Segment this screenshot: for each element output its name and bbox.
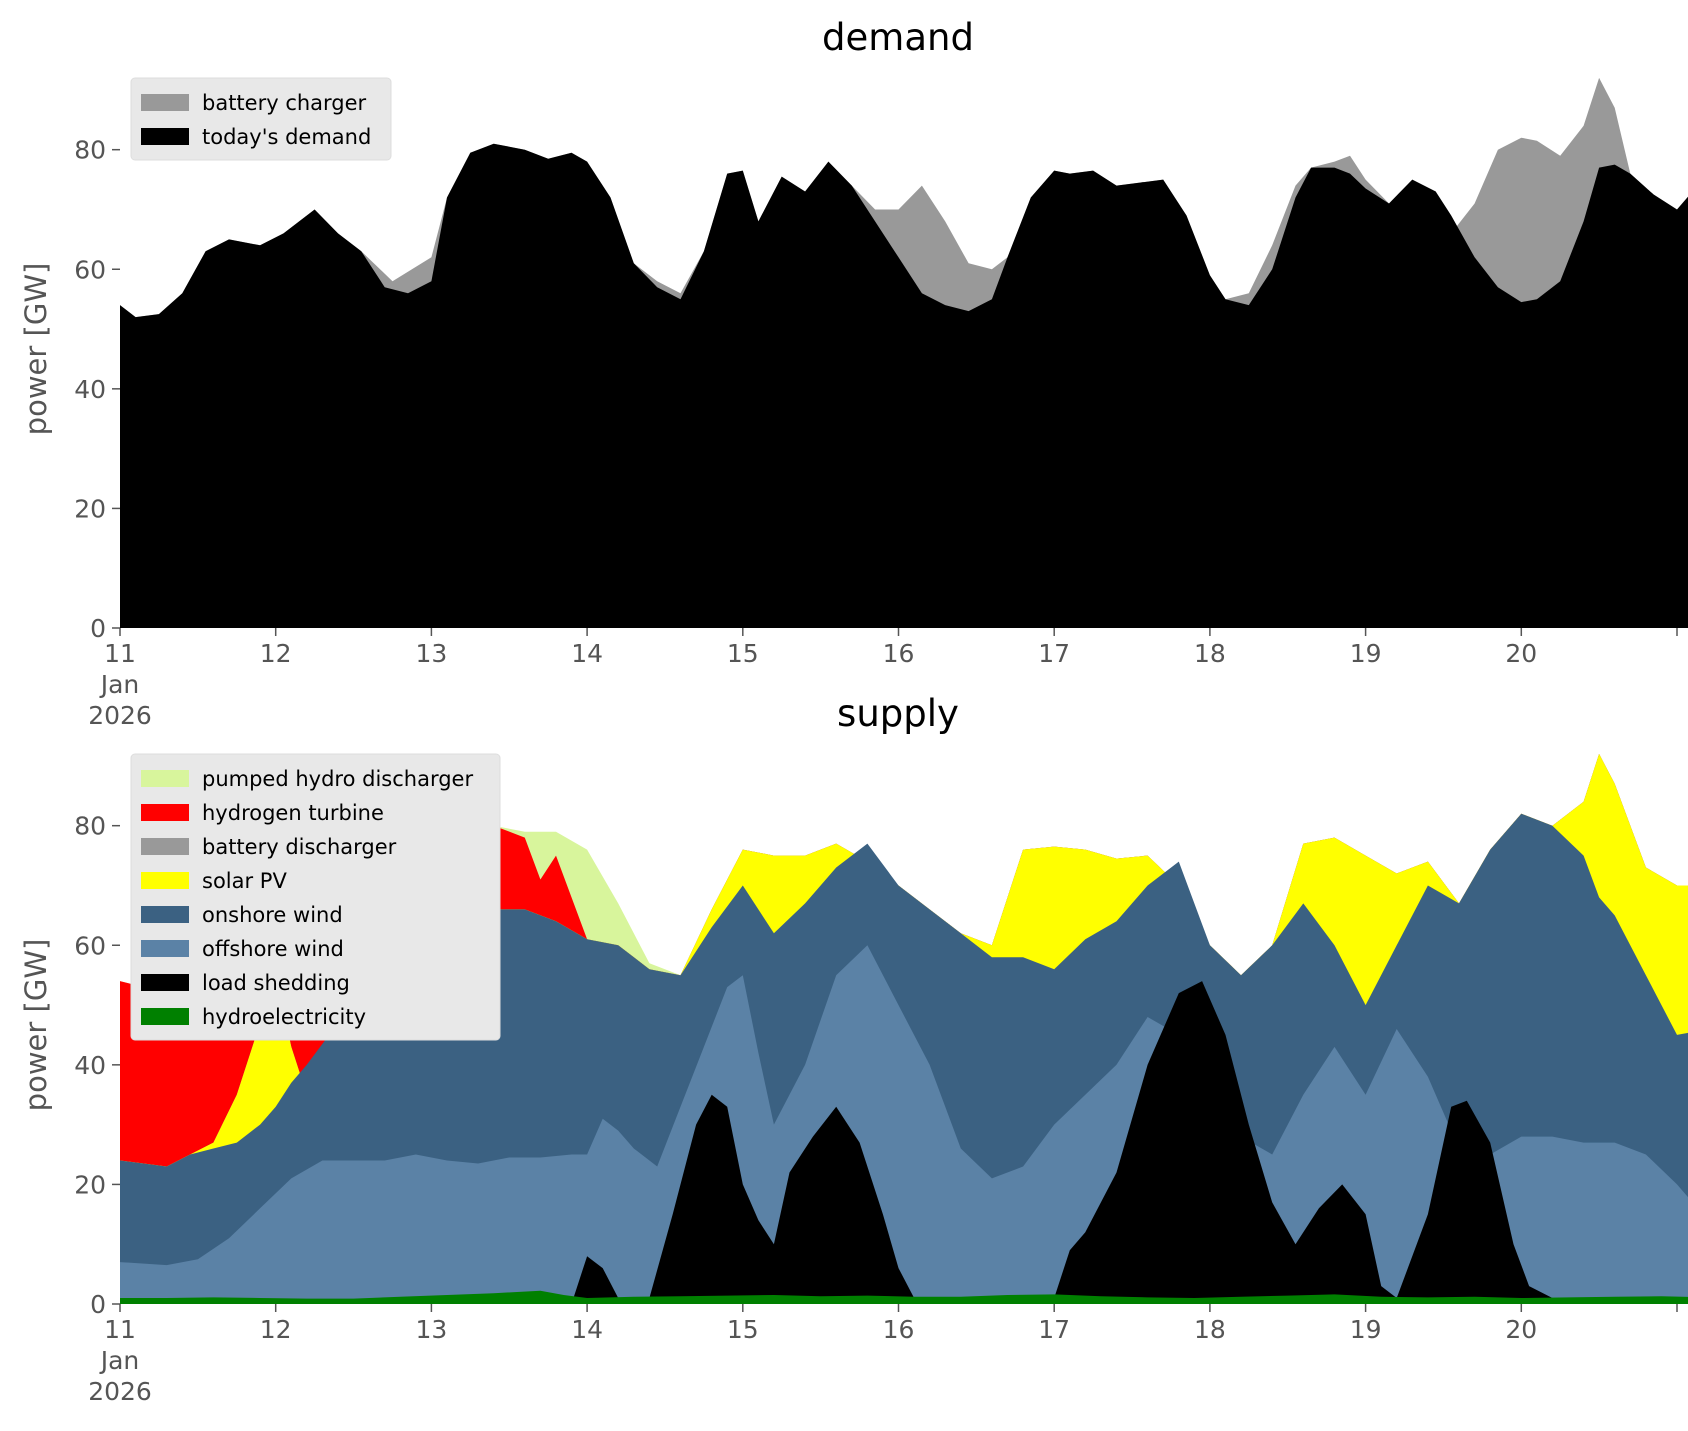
supply-ylabel: power [GW]: [19, 939, 53, 1112]
legend-label-load-shedding: load shedding: [202, 971, 350, 995]
legend-box: [130, 753, 501, 1041]
y-tick-label: 20: [74, 1170, 106, 1199]
x-tick-label: 14: [571, 639, 603, 668]
y-tick-label: 60: [74, 255, 106, 284]
supply-title: supply: [837, 692, 959, 735]
supply-legend: pumped hydro discharger hydrogen turbine b…: [130, 753, 501, 1041]
legend-swatch-load-shedding: [141, 974, 189, 991]
area-today-s-demand: [120, 143, 1688, 628]
legend-swatch-pumped-hydro-discharger: [141, 770, 189, 787]
x-tick-label: 11: [104, 1315, 136, 1344]
demand-legend: battery charger today's demand: [130, 77, 392, 161]
x-tick-label: 18: [1194, 1315, 1226, 1344]
y-tick-label: 40: [74, 1051, 106, 1080]
y-tick-label: 80: [74, 136, 106, 165]
x-tick-label: 2026: [88, 1377, 152, 1406]
x-tick-label: 17: [1038, 1315, 1070, 1344]
y-tick-label: 40: [74, 375, 106, 404]
x-tick-label: 11: [104, 639, 136, 668]
legend-label-hydrogen-turbine: hydrogen turbine: [202, 801, 384, 825]
x-tick-label: 15: [727, 639, 759, 668]
x-tick-label: 19: [1350, 1315, 1382, 1344]
legend-swatch-hydrogen-turbine: [141, 804, 189, 821]
x-tick-label: 20: [1505, 639, 1537, 668]
y-tick-label: 0: [90, 614, 106, 643]
x-tick-label: 13: [415, 639, 447, 668]
legend-label-battery-discharger: battery discharger: [202, 835, 397, 859]
y-tick-label: 20: [74, 494, 106, 523]
supply-areas: [120, 753, 1688, 1304]
y-tick-label: 80: [74, 812, 106, 841]
x-tick-label: 17: [1038, 639, 1070, 668]
demand-areas: [120, 77, 1688, 628]
legend-swatch-onshore-wind: [141, 906, 189, 923]
legend-label-hydroelectricity: hydroelectricity: [202, 1005, 366, 1029]
legend-swatch-battery-charger: [141, 94, 189, 111]
y-tick-label: 0: [90, 1290, 106, 1319]
x-tick-label: Jan: [99, 670, 140, 699]
legend-label-offshore-wind: offshore wind: [202, 937, 344, 961]
legend-box: [130, 77, 392, 161]
x-tick-label: 2026: [88, 701, 152, 730]
legend-swatch-battery-discharger: [141, 838, 189, 855]
demand-title: demand: [822, 16, 974, 59]
legend-label-battery-charger: battery charger: [202, 91, 367, 115]
legend-label-solar-pv: solar PV: [202, 869, 287, 893]
x-tick-label: 12: [260, 639, 292, 668]
x-tick-label: 16: [883, 639, 915, 668]
x-tick-label: 12: [260, 1315, 292, 1344]
x-tick-label: 16: [883, 1315, 915, 1344]
x-tick-label: 15: [727, 1315, 759, 1344]
legend-swatch-solar-pv: [141, 872, 189, 889]
area-hydroelectricity: [120, 1290, 1688, 1304]
x-tick-label: 19: [1350, 639, 1382, 668]
x-tick-label: 14: [571, 1315, 603, 1344]
legend-swatch-hydroelectricity: [141, 1008, 189, 1025]
demand-ylabel: power [GW]: [19, 263, 53, 436]
legend-swatch-offshore-wind: [141, 940, 189, 957]
legend-label-onshore-wind: onshore wind: [202, 903, 343, 927]
area-offshore-wind: [120, 945, 1688, 1304]
x-tick-label: 13: [415, 1315, 447, 1344]
y-tick-label: 60: [74, 931, 106, 960]
legend-swatch-today-s-demand: [141, 128, 189, 145]
legend-label-today-s-demand: today's demand: [202, 125, 371, 149]
legend-label-pumped-hydro-discharger: pumped hydro discharger: [202, 767, 473, 791]
x-tick-label: 18: [1194, 639, 1226, 668]
x-tick-label: 20: [1505, 1315, 1537, 1344]
x-tick-label: Jan: [99, 1346, 140, 1375]
